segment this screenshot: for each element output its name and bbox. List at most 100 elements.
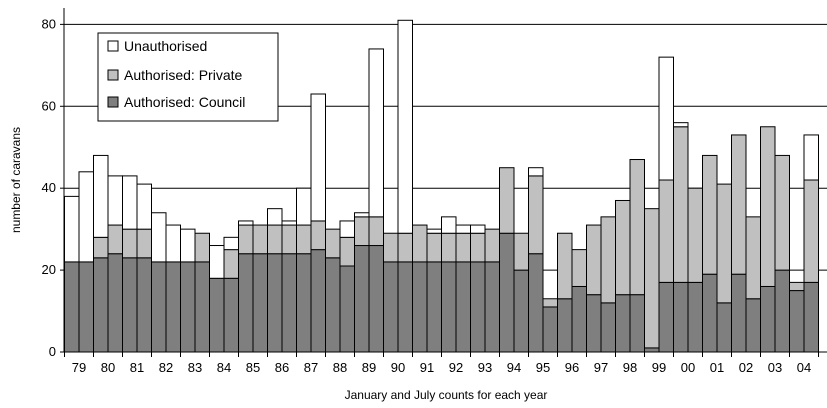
bar-private xyxy=(339,236,355,267)
x-tick-label: 99 xyxy=(652,360,666,375)
bar-unauthorised xyxy=(209,245,225,279)
bar-private xyxy=(238,224,254,255)
bar-private xyxy=(441,232,457,263)
bar-unauthorised xyxy=(223,236,239,251)
x-tick-label: 00 xyxy=(681,360,695,375)
bar-council xyxy=(803,281,819,353)
bar-council xyxy=(368,245,384,353)
bar-council xyxy=(122,257,138,353)
bar-unauthorised xyxy=(658,56,674,181)
bar-council xyxy=(325,257,341,353)
x-tick-label: 81 xyxy=(130,360,144,375)
x-tick-label: 94 xyxy=(507,360,521,375)
bar-council xyxy=(383,261,399,353)
bar-private xyxy=(136,228,152,259)
bar-private xyxy=(397,232,413,263)
legend-box xyxy=(97,32,279,122)
legend-swatch-private xyxy=(107,69,119,81)
bar-council xyxy=(426,261,442,353)
y-axis-title: number of caravans xyxy=(9,127,23,233)
bar-council xyxy=(789,290,805,353)
bar-unauthorised xyxy=(803,134,819,181)
bar-private xyxy=(107,224,123,255)
x-tick-label: 95 xyxy=(536,360,550,375)
bar-unauthorised xyxy=(107,175,123,226)
bar-council xyxy=(600,302,616,353)
bar-council xyxy=(136,257,152,353)
bar-council xyxy=(499,232,515,353)
x-tick-label: 84 xyxy=(217,360,231,375)
x-tick-label: 89 xyxy=(362,360,376,375)
x-tick-labels: 79 80 81 82 83 84 85 86 87 88 89 90 91 92 93 94 95 96 97 98… xyxy=(64,352,819,375)
bar-council xyxy=(745,298,761,353)
bar-private xyxy=(194,232,210,263)
x-tick-label: 80 xyxy=(101,360,115,375)
bar-unauthorised xyxy=(455,224,471,234)
bar-council xyxy=(774,269,790,353)
bar-unauthorised xyxy=(470,224,486,234)
x-tick-label: 87 xyxy=(304,360,318,375)
bar-council xyxy=(441,261,457,353)
bar-unauthorised xyxy=(426,228,442,234)
bar-private xyxy=(760,126,776,287)
x-tick-label: 92 xyxy=(449,360,463,375)
bar-council xyxy=(702,273,718,353)
bar-unauthorised xyxy=(93,154,109,238)
bar-council xyxy=(281,253,297,353)
bar-council xyxy=(760,285,776,353)
bar-private xyxy=(281,224,297,255)
bar-unauthorised xyxy=(354,212,370,218)
bar-private xyxy=(745,216,761,300)
bar-private xyxy=(354,216,370,247)
bar-council xyxy=(542,306,558,353)
x-tick-label: 91 xyxy=(420,360,434,375)
bar-private xyxy=(658,179,674,283)
bar-private xyxy=(586,224,602,296)
bar-council xyxy=(557,298,573,353)
bar-private xyxy=(716,183,732,304)
bar-council xyxy=(107,253,123,353)
legend-label-unauthorised: Unauthorised xyxy=(124,38,207,54)
bar-council xyxy=(209,277,225,353)
bar-council xyxy=(455,261,471,353)
bar-council xyxy=(571,285,587,353)
legend-swatch-council xyxy=(107,96,119,108)
bar-council xyxy=(586,294,602,353)
bar-council xyxy=(354,245,370,353)
x-tick-label: 82 xyxy=(159,360,173,375)
bar-private xyxy=(803,179,819,283)
bar-council xyxy=(310,249,326,353)
y-tick-label: 40 xyxy=(42,180,56,195)
bar-council xyxy=(93,257,109,353)
bar-private xyxy=(267,224,283,255)
bar-unauthorised xyxy=(165,224,181,263)
bar-council xyxy=(238,253,254,353)
bars xyxy=(64,19,819,353)
bar-council xyxy=(470,261,486,353)
bar-unauthorised xyxy=(296,187,312,226)
bar-unauthorised xyxy=(78,171,94,263)
bar-unauthorised xyxy=(281,220,297,226)
bar-private xyxy=(789,281,805,292)
bar-private xyxy=(513,232,529,271)
bar-private xyxy=(484,228,500,263)
x-tick-label: 86 xyxy=(275,360,289,375)
bar-unauthorised xyxy=(339,220,355,238)
legend-label-council: Authorised: Council xyxy=(124,94,245,110)
bar-council xyxy=(339,265,355,353)
bar-private xyxy=(310,220,326,251)
x-tick-label: 03 xyxy=(768,360,782,375)
bar-private xyxy=(528,175,544,255)
bar-council xyxy=(151,261,167,353)
bar-private xyxy=(702,154,718,275)
bar-private xyxy=(296,224,312,255)
x-tick-label: 79 xyxy=(72,360,86,375)
bar-unauthorised xyxy=(441,216,457,234)
y-tick-labels: 0 20 40 60 80 xyxy=(42,16,56,359)
y-tick-label: 20 xyxy=(42,262,56,277)
bar-unauthorised xyxy=(673,122,689,128)
bar-unauthorised xyxy=(122,175,138,230)
bar-council xyxy=(397,261,413,353)
bar-unauthorised xyxy=(368,48,384,218)
